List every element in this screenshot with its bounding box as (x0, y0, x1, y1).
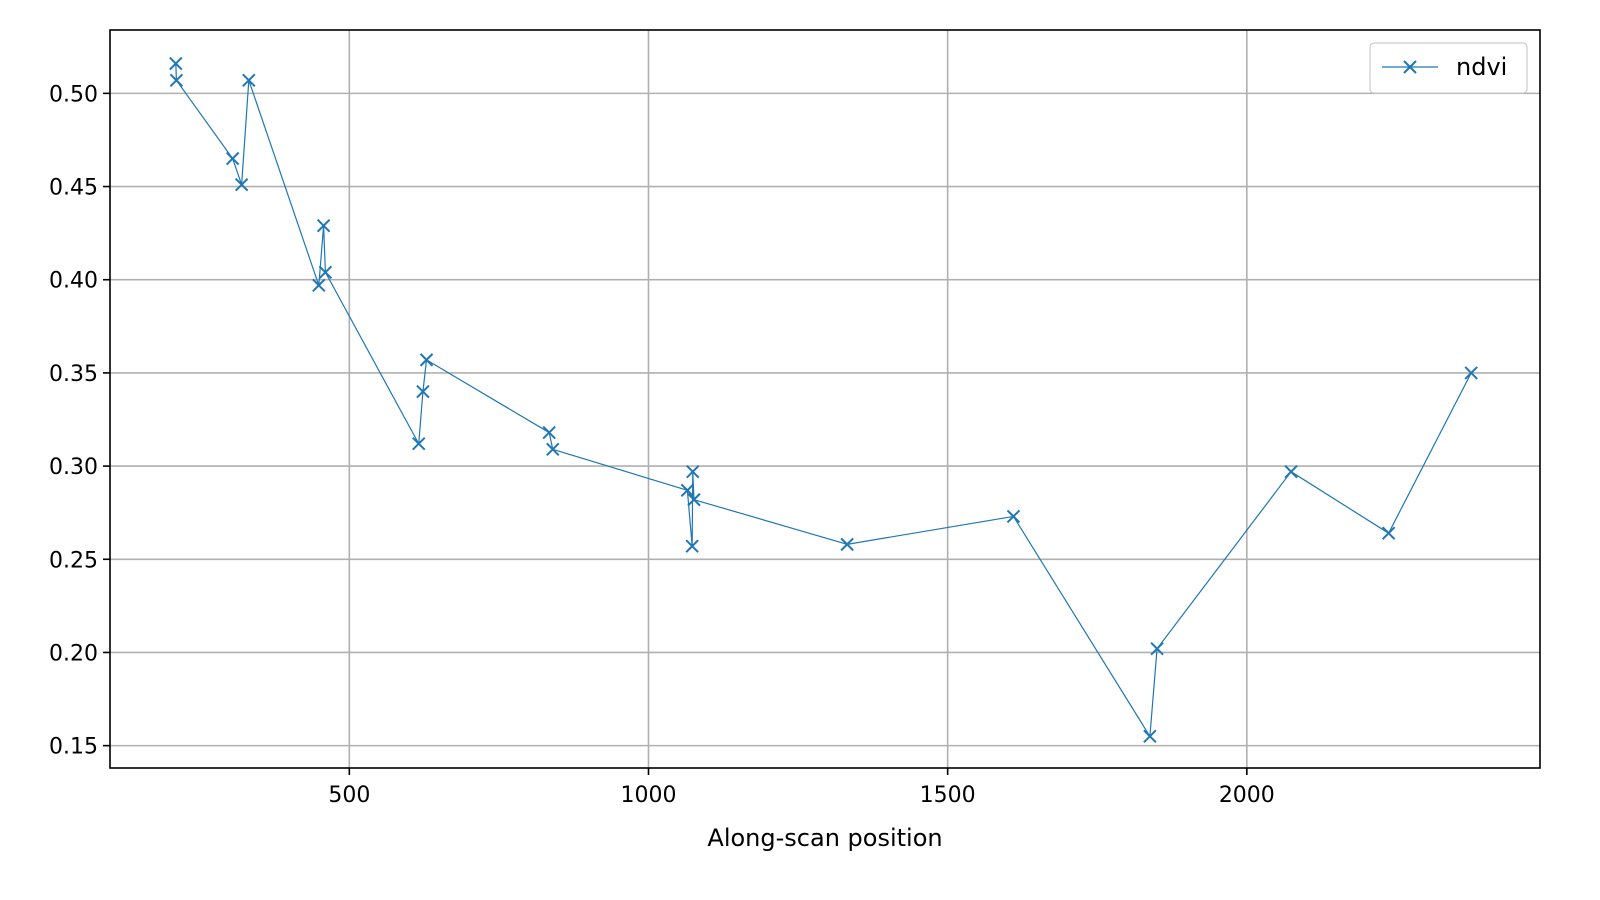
data-point-marker (840, 537, 854, 552)
data-point-marker (316, 218, 331, 233)
data-point-marker (1006, 509, 1021, 524)
data-point-marker (687, 492, 701, 507)
legend-label-ndvi: ndvi (1456, 53, 1507, 81)
y-tick-label: 0.35 (49, 362, 98, 387)
y-tick-label: 0.30 (49, 455, 98, 480)
y-tick-label: 0.25 (49, 548, 98, 573)
data-point-marker (542, 425, 556, 440)
data-point-marker (1150, 642, 1164, 656)
data-point-marker (1381, 526, 1396, 540)
x-tick-label: 1500 (920, 783, 976, 808)
legend-marker-x (1403, 60, 1417, 74)
data-point-marker (169, 73, 184, 88)
data-point-marker (546, 442, 560, 457)
data-point-marker (242, 73, 256, 88)
data-point-marker (234, 177, 249, 192)
data-point-marker (1143, 729, 1157, 744)
axis-ticks: 500 1000 1500 2000 0.15 0.20 0.25 0.30 0.35 0.40 0… (49, 82, 1275, 808)
data-point-marker (680, 483, 695, 498)
y-tick-label: 0.45 (49, 176, 98, 201)
data-point-marker (685, 539, 699, 553)
data-point-marker (312, 278, 326, 293)
x-axis-label: Along-scan position (707, 824, 942, 852)
y-tick-label: 0.20 (49, 641, 98, 666)
data-point-marker (686, 464, 700, 479)
legend-marker-glyph (1403, 60, 1417, 74)
series-line-ndvi (175, 63, 1472, 737)
data-point-marker (412, 437, 426, 451)
grid-lines (110, 30, 1540, 768)
legend: ndvi (1369, 42, 1528, 94)
data-point-marker (225, 151, 240, 166)
x-tick-label: 1000 (620, 783, 676, 808)
legend-box (1369, 42, 1528, 94)
y-tick-label: 0.15 (49, 735, 98, 760)
x-tick-label: 500 (328, 783, 370, 808)
data-point-marker (419, 353, 434, 367)
x-tick-label: 2000 (1219, 783, 1275, 808)
data-point-marker (1464, 366, 1478, 380)
y-tick-label: 0.40 (49, 269, 98, 294)
series-layer (169, 56, 1478, 744)
data-point-marker (416, 384, 430, 399)
data-point-marker (1284, 464, 1298, 479)
data-point-marker (169, 56, 183, 71)
plot-frame (109, 29, 1541, 769)
y-tick-label: 0.50 (49, 82, 98, 107)
data-point-marker (318, 265, 333, 279)
